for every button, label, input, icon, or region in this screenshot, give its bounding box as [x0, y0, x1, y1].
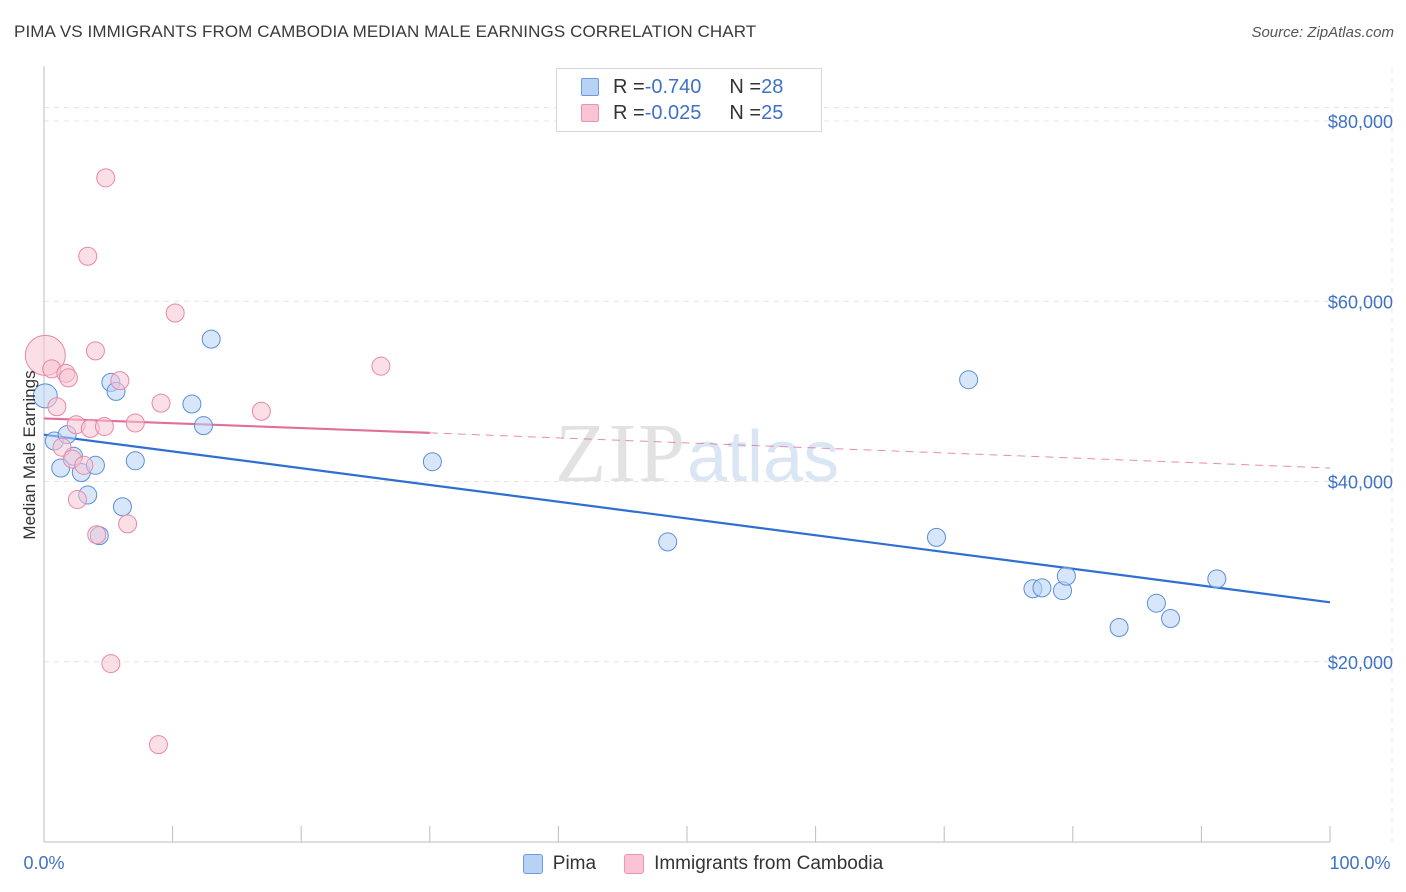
watermark-zip: ZIP: [555, 407, 687, 500]
y-tick-label: $60,000: [1328, 292, 1393, 312]
series-swatch-cambodia: [624, 854, 645, 874]
y-tick-label: $20,000: [1328, 653, 1393, 673]
series-legend-pima: Pima: [522, 853, 597, 875]
legend-r-value: -0.025: [644, 101, 702, 124]
pima-point: [658, 532, 678, 552]
cambodia-point: [251, 401, 271, 421]
pima-point: [1207, 569, 1227, 589]
pima-point: [201, 329, 221, 349]
cambodia-point: [96, 168, 116, 188]
pima-point: [1146, 593, 1166, 613]
pima-point: [182, 394, 202, 414]
watermark: ZIPatlas: [555, 405, 839, 502]
cambodia-point: [118, 514, 138, 534]
series-swatch-pima: [522, 854, 543, 874]
y-axis-label: Median Male Earnings: [20, 370, 39, 539]
legend-r-value: -0.740: [644, 75, 702, 98]
legend-n-label: N =: [729, 101, 762, 124]
cambodia-point: [74, 455, 94, 475]
pima-point: [1109, 618, 1129, 638]
cambodia-point: [148, 735, 168, 755]
pima-point: [1032, 578, 1052, 598]
x-tick-label-end: 100.0%: [1329, 853, 1390, 873]
pima-trend-line: [43, 433, 1331, 604]
correlation-legend: R = -0.740 N = 28 R = -0.025 N = 25: [556, 68, 822, 132]
cambodia-point: [87, 525, 107, 545]
cambodia-point: [371, 356, 391, 376]
cambodia-point: [165, 303, 185, 323]
legend-n-label: N =: [729, 75, 762, 98]
cambodia-point: [47, 397, 67, 417]
legend-swatch-cambodia: [581, 104, 599, 122]
x-tick-label-start: 0.0%: [23, 853, 64, 873]
legend-row-cambodia: R = -0.025 N = 25: [581, 101, 783, 125]
legend-r-label: R =: [613, 75, 645, 98]
cambodia-point: [151, 393, 171, 413]
cambodia-point: [110, 371, 130, 391]
trend-lines: [43, 417, 1331, 604]
axes: [43, 66, 1331, 843]
source-credit: Source: ZipAtlas.com: [1251, 24, 1394, 41]
cambodia-point: [78, 246, 98, 266]
series-label-pima: Pima: [552, 853, 597, 874]
gridlines: [44, 68, 1393, 842]
chart-title: PIMA VS IMMIGRANTS FROM CAMBODIA MEDIAN …: [14, 22, 757, 41]
pima-point: [193, 416, 213, 436]
pima-point: [112, 497, 132, 517]
pima-point: [959, 370, 979, 390]
legend-n-value: 28: [761, 75, 784, 98]
pima-point: [125, 451, 145, 471]
pima-point: [926, 527, 946, 547]
cambodia-point: [101, 654, 121, 674]
watermark-atlas: atlas: [687, 417, 840, 497]
series-legend: Pima Immigrants from Cambodia: [0, 853, 1406, 875]
legend-row-pima: R = -0.740 N = 28: [581, 75, 783, 99]
data-points: [24, 168, 1227, 755]
pima-point: [1161, 609, 1181, 629]
tick-labels: $20,000 $40,000 $60,000 $80,000 0.0% 100.0% Me…: [20, 112, 1393, 873]
cambodia-point: [67, 490, 87, 510]
y-tick-label: $40,000: [1328, 473, 1393, 493]
cambodia-point: [125, 413, 145, 433]
pima-point: [1056, 566, 1076, 586]
series-legend-cambodia: Immigrants from Cambodia: [624, 853, 883, 875]
legend-n-value: 25: [761, 101, 784, 124]
series-label-cambodia: Immigrants from Cambodia: [654, 853, 884, 874]
cambodia-point: [58, 368, 78, 388]
cambodia-trend-extension: [429, 432, 1331, 469]
cambodia-point: [94, 417, 114, 437]
y-tick-label: $80,000: [1328, 112, 1393, 132]
cambodia-point: [85, 341, 105, 361]
legend-r-label: R =: [613, 101, 645, 124]
pima-point: [422, 452, 442, 472]
legend-swatch-pima: [581, 78, 599, 96]
